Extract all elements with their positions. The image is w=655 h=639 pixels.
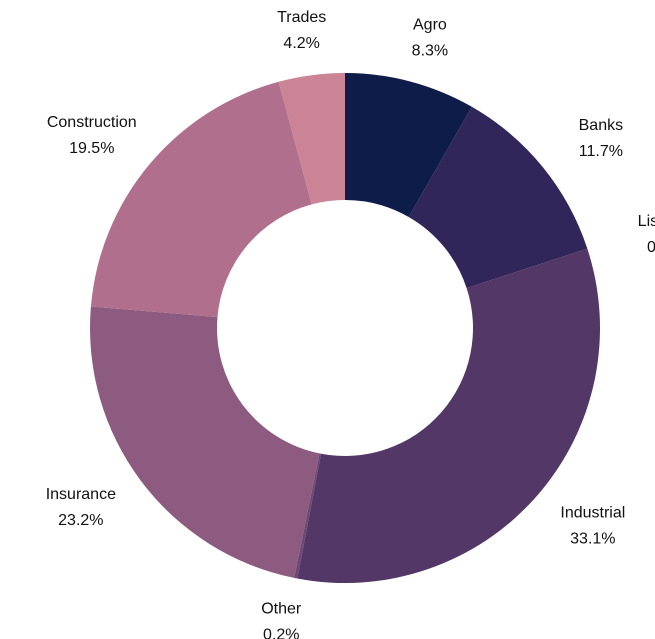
slice-value-label: 33.1% (570, 530, 615, 547)
slice-label: Lising (638, 213, 655, 230)
donut-slice (345, 73, 472, 217)
slice-value-label: 0% (647, 239, 655, 256)
donut-slice (90, 306, 320, 578)
donut-slice (90, 81, 312, 318)
slice-value-label: 8.3% (412, 42, 448, 59)
donut-slice (278, 73, 345, 205)
slice-value-label: 0.2% (263, 627, 299, 639)
slice-value-label: 23.2% (58, 512, 103, 529)
slice-label: Trades (277, 9, 326, 26)
slice-label: Agro (413, 16, 447, 33)
slice-label: Industrial (560, 504, 625, 521)
slice-value-label: 19.5% (69, 140, 114, 157)
donut-slice (297, 248, 600, 583)
slice-label: Construction (47, 114, 137, 131)
slice-value-label: 11.7% (579, 143, 623, 160)
slice-label: Insurance (46, 486, 116, 503)
donut-slice (294, 453, 322, 579)
slice-label: Banks (579, 117, 623, 134)
slice-label: Other (261, 601, 302, 618)
slice-value-label: 4.2% (283, 35, 319, 52)
donut-slice (408, 106, 588, 289)
